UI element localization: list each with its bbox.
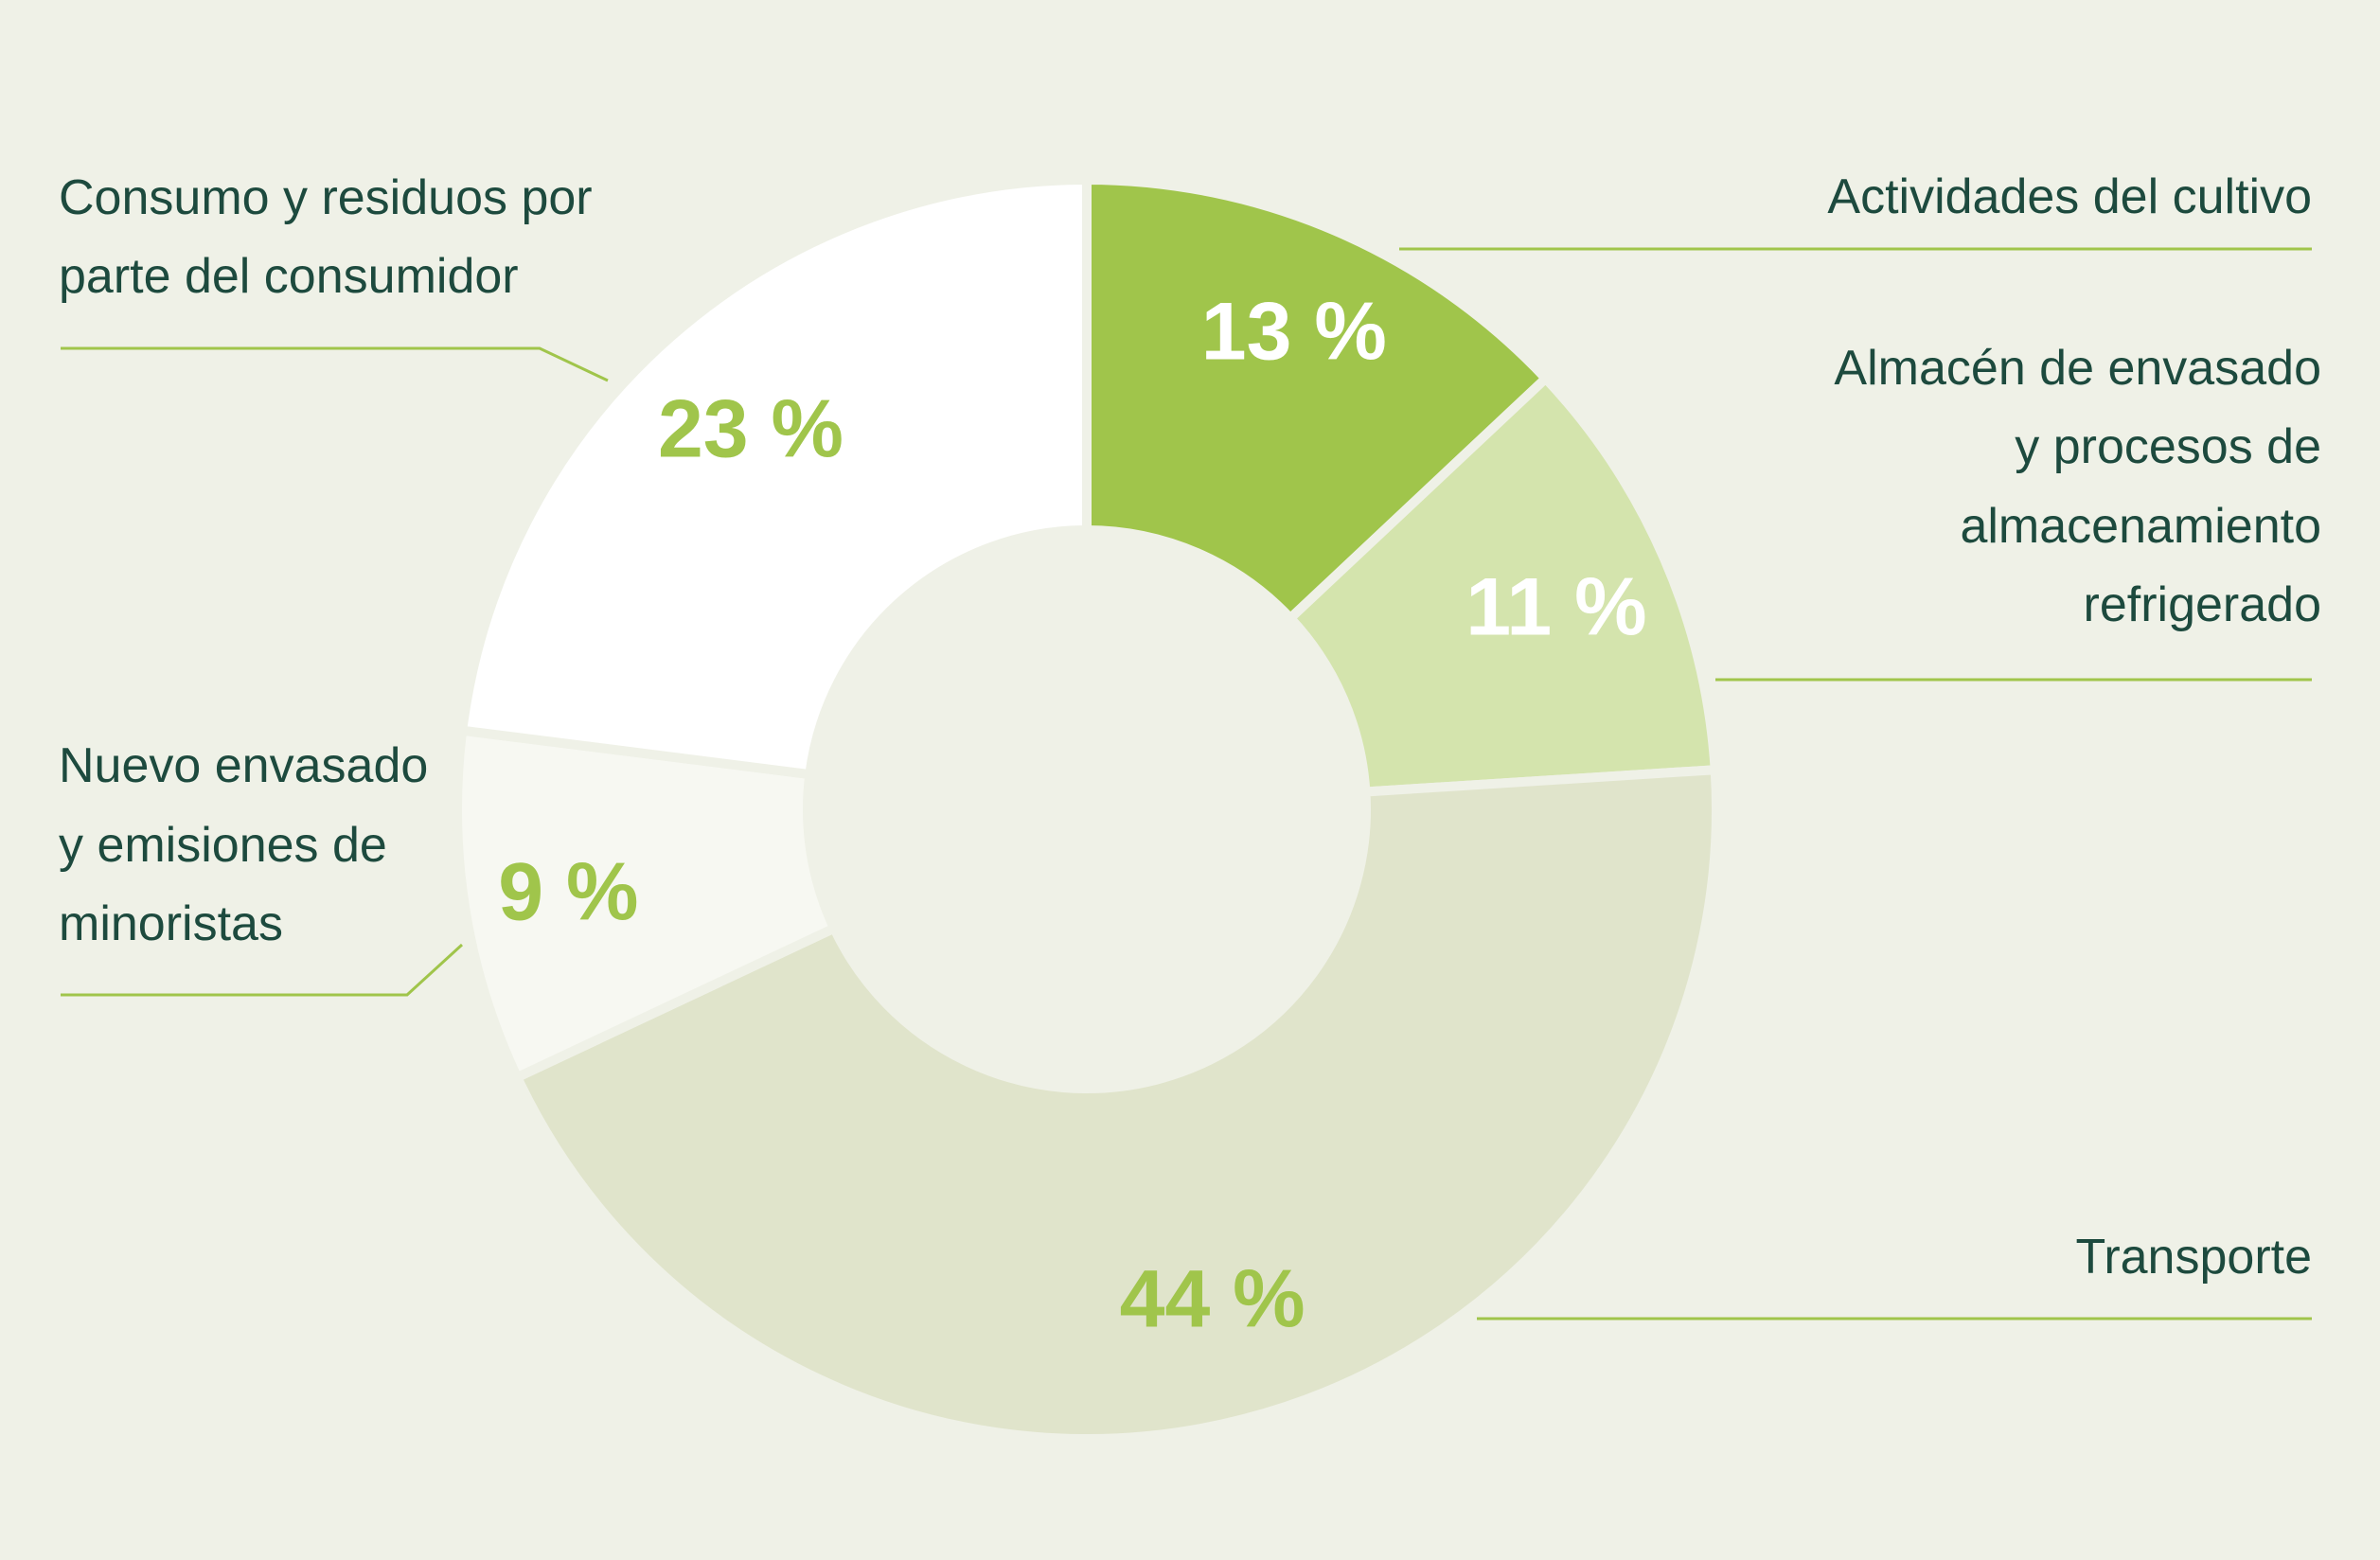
label-consumo-y-residuos: Consumo y residuos por parte del consumi… [59, 170, 593, 304]
value-label-nuevo-envasado-y: 9 % [498, 847, 638, 938]
slice-consumo-y-residuos [456, 174, 1092, 780]
leader-line-consumo-y-residuos [61, 346, 609, 382]
label-actividades-del-cultivo: Actividades del cultivo [1827, 169, 2312, 224]
label-line: Nuevo envasado [59, 738, 428, 793]
value-labels: 13 % 11 % 44 % 9 % 23 % [498, 286, 1646, 1344]
leader-lines [61, 247, 2312, 1321]
slice-actividades-del-cultivo [1082, 174, 1553, 626]
label-line: Almacén de envasado [1834, 341, 2321, 396]
slice-nuevo-envasado-y [453, 725, 841, 1084]
value-label-almacen-de-envasado: 11 % [1465, 561, 1646, 652]
donut-slices [453, 174, 1722, 1444]
label-nuevo-envasado: Nuevo envasado y emisiones de minoristas [59, 738, 428, 951]
value-label-actividades-del-cultivo: 13 % [1201, 286, 1387, 377]
label-line: almacenamiento [1960, 499, 2321, 554]
label-almacen-de-envasado: Almacén de envasado y procesos de almace… [1834, 341, 2321, 632]
leader-line-nuevo-envasado [61, 943, 464, 997]
label-transporte: Transporte [2075, 1230, 2312, 1285]
label-line: y procesos de [2015, 419, 2321, 474]
value-label-consumo-y-residuos: 23 % [658, 383, 844, 474]
label-line: minoristas [59, 896, 283, 951]
label-line: Consumo y residuos por [59, 170, 593, 225]
label-line: Actividades del cultivo [1827, 169, 2312, 224]
label-line: parte del consumidor [59, 249, 519, 304]
slice-almacen-de-envasado [1283, 371, 1720, 797]
label-line: y emisiones de [59, 818, 387, 873]
label-line: Transporte [2075, 1230, 2312, 1285]
label-line: refrigerado [2084, 577, 2321, 632]
value-label-transporte: 44 % [1120, 1254, 1305, 1345]
